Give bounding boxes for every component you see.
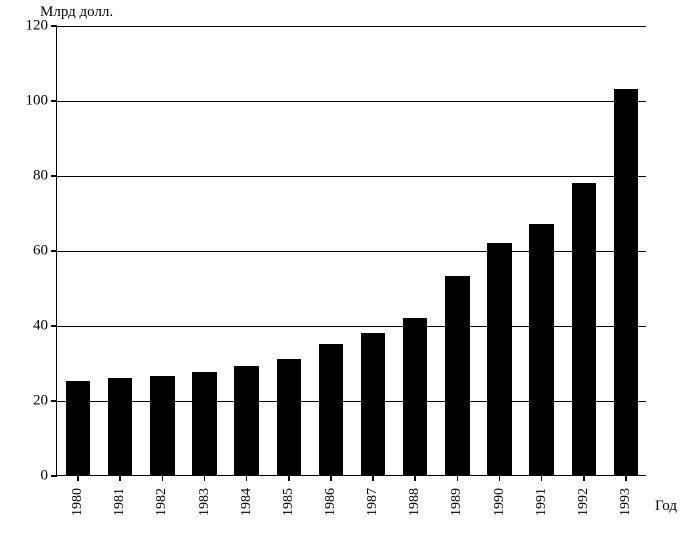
- y-tick-label: 100: [8, 93, 48, 110]
- gridline: [57, 176, 646, 177]
- y-tick-mark: [51, 250, 57, 252]
- x-tick-label: 1986: [323, 481, 339, 523]
- bar: [445, 276, 469, 475]
- x-tick-label: 1980: [70, 481, 86, 523]
- y-tick-mark: [51, 475, 57, 477]
- y-tick-label: 20: [8, 393, 48, 410]
- x-tick-label: 1989: [449, 481, 465, 523]
- bar-chart: Млрд долл. Год 1980198119821983198419851…: [0, 0, 683, 551]
- x-tick-label: 1990: [492, 481, 508, 523]
- bar: [361, 333, 385, 476]
- bar: [66, 381, 90, 475]
- bar: [319, 344, 343, 475]
- x-tick-label: 1984: [239, 481, 255, 523]
- y-tick-label: 80: [8, 168, 48, 185]
- bar: [487, 243, 511, 476]
- bar: [108, 378, 132, 476]
- x-axis-title: Год: [655, 498, 677, 515]
- y-tick-label: 40: [8, 318, 48, 335]
- y-tick-label: 120: [8, 18, 48, 35]
- bar: [572, 183, 596, 476]
- y-tick-mark: [51, 100, 57, 102]
- y-tick-label: 60: [8, 243, 48, 260]
- bar: [192, 372, 216, 475]
- x-tick-label: 1988: [407, 481, 423, 523]
- gridline: [57, 401, 646, 402]
- bar: [234, 366, 258, 475]
- bar: [614, 89, 638, 475]
- y-tick-mark: [51, 175, 57, 177]
- x-tick-label: 1982: [154, 481, 170, 523]
- gridline: [57, 101, 646, 102]
- y-tick-mark: [51, 25, 57, 27]
- x-tick-label: 1992: [576, 481, 592, 523]
- bar: [529, 224, 553, 475]
- plot-area: 1980198119821983198419851986198719881989…: [56, 26, 646, 476]
- bar: [277, 359, 301, 475]
- x-tick-label: 1987: [365, 481, 381, 523]
- bar: [403, 318, 427, 476]
- gridline: [57, 26, 646, 27]
- gridline: [57, 251, 646, 252]
- x-tick-label: 1981: [112, 481, 128, 523]
- x-tick-label: 1991: [534, 481, 550, 523]
- y-axis-title: Млрд долл.: [40, 4, 113, 21]
- gridline: [57, 326, 646, 327]
- y-tick-mark: [51, 400, 57, 402]
- x-tick-label: 1985: [281, 481, 297, 523]
- x-tick-label: 1983: [197, 481, 213, 523]
- y-tick-mark: [51, 325, 57, 327]
- bar: [150, 376, 174, 475]
- x-tick-label: 1993: [618, 481, 634, 523]
- y-tick-label: 0: [8, 468, 48, 485]
